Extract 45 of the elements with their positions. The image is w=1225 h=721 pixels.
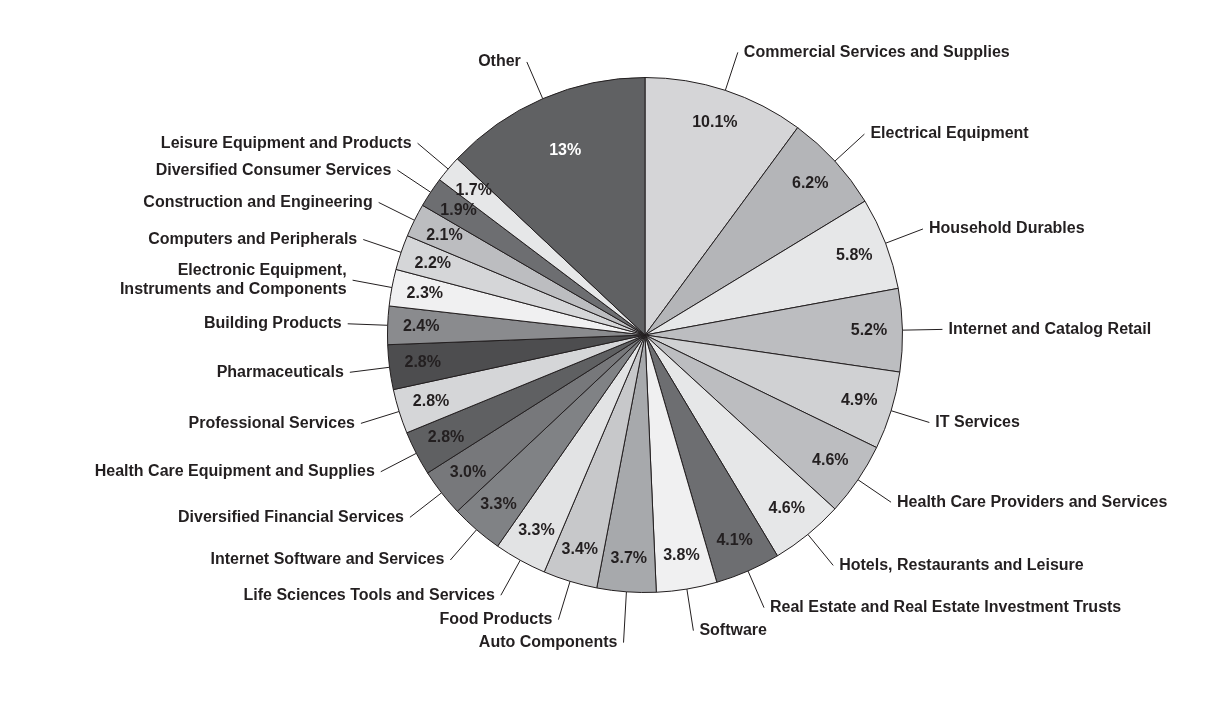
slice-label: Electrical Equipment: [870, 124, 1030, 142]
slice-label: Computers and Peripherals: [148, 229, 358, 247]
data-label: 13%: [549, 141, 582, 159]
slice-label: Real Estate and Real Estate Investment Trusts: [770, 598, 1122, 616]
data-label: 3.4%: [561, 539, 599, 557]
slice-label: IT Services: [935, 412, 1020, 430]
data-label: 2.1%: [426, 225, 463, 243]
slice-label: Internet and Catalog Retail: [948, 319, 1152, 337]
slice-label: Health Care Equipment and Supplies: [94, 462, 375, 480]
slice-label: Diversified Financial Services: [178, 507, 405, 525]
slice-label: Construction and Engineering: [143, 192, 373, 210]
data-label: 4.6%: [768, 498, 805, 516]
data-label: 2.4%: [402, 316, 440, 334]
slice-label: Hotels, Restaurants and Leisure: [839, 555, 1084, 573]
data-label: 5.2%: [850, 321, 888, 339]
data-label: 3.3%: [480, 494, 517, 512]
slice-label: Professional Services: [188, 413, 356, 431]
data-label: 5.8%: [836, 245, 873, 263]
data-label: 2.8%: [412, 391, 450, 409]
data-label: 4.9%: [840, 391, 878, 409]
data-label: 6.2%: [791, 174, 829, 192]
slice-label: Building Products: [203, 314, 342, 332]
slice-label: Food Products: [439, 610, 553, 628]
slice-label: Internet Software and Services: [210, 550, 445, 568]
slice-label: Auto Components: [478, 633, 618, 651]
slice-label: Electronic Equipment, Instruments and Components: [119, 261, 347, 298]
data-label: 4.6%: [812, 451, 849, 469]
slice-label: Commercial Services and Supplies: [743, 42, 1010, 60]
data-label: 4.1%: [716, 530, 753, 548]
slice-label: Software: [699, 621, 768, 639]
data-label: 2.3%: [406, 284, 444, 302]
slice-label: Other: [478, 52, 521, 70]
data-label: 3.7%: [610, 548, 648, 566]
data-label: 3.3%: [518, 521, 555, 539]
data-label: 10.1%: [692, 112, 738, 130]
slice-label: Leisure Equipment and Products: [160, 133, 412, 151]
data-label: 3.8%: [663, 546, 700, 564]
slice-label: Life Sciences Tools and Services: [243, 585, 495, 603]
slice-label: Diversified Consumer Services: [155, 160, 392, 178]
data-label: 3.0%: [449, 462, 487, 480]
slice-label: Household Durables: [928, 219, 1085, 237]
slice-label: Pharmaceuticals: [216, 362, 344, 380]
data-label: 2.2%: [414, 253, 452, 271]
data-label: 2.8%: [427, 428, 465, 446]
slice-label: Health Care Providers and Services: [897, 492, 1168, 510]
